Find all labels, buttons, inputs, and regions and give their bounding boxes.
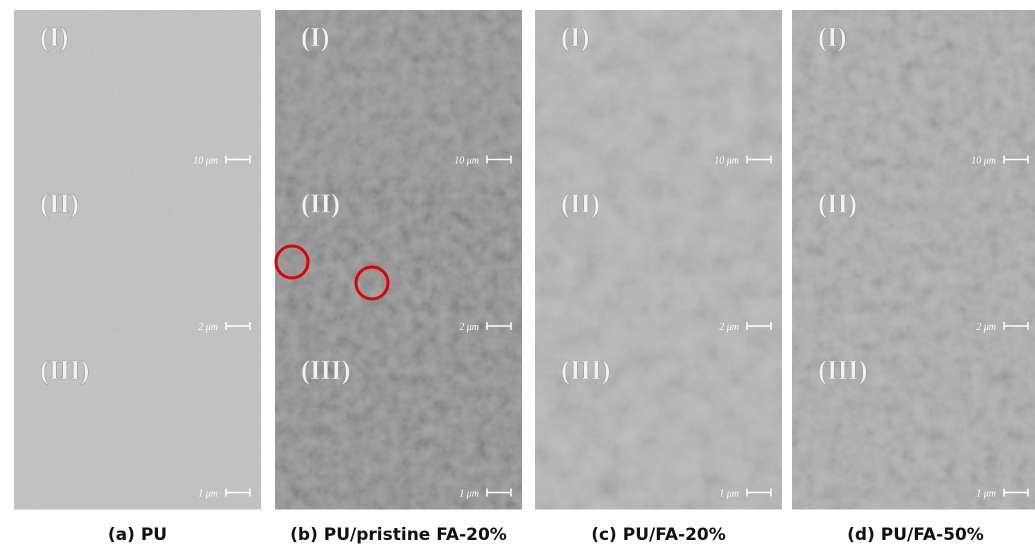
scale-text: 2 μm <box>719 322 739 333</box>
panel-label: (II) <box>301 189 340 219</box>
panel-label: (III) <box>818 355 868 385</box>
scale-text: 10 μm <box>193 156 218 167</box>
panel-label: (I) <box>818 22 847 52</box>
panel-label: (I) <box>301 22 330 52</box>
scale-text: 1 μm <box>719 489 739 500</box>
panel-label: (II) <box>561 189 600 219</box>
panel-label: (I) <box>40 22 69 52</box>
caption: (c) PU/FA-20% <box>591 525 726 545</box>
scale-text: 1 μm <box>198 489 218 500</box>
scale-text: 1 μm <box>459 489 479 500</box>
panels: (I) 10 μm (II) 2 μm (III) 1 μm (a) PU (I) 10 μm (… <box>14 10 1035 545</box>
scale-text: 10 μm <box>714 156 739 167</box>
caption: (d) PU/FA-50% <box>847 525 984 545</box>
scale-text: 2 μm <box>459 322 479 333</box>
scale-text: 1 μm <box>976 489 996 500</box>
figure: (I) 10 μm (II) 2 μm (III) 1 μm (a) PU (I) 10 μm (… <box>0 0 1035 549</box>
panel-label: (III) <box>40 355 90 385</box>
panel-label: (II) <box>818 189 857 219</box>
scale-text: 10 μm <box>454 156 479 167</box>
scale-text: 10 μm <box>971 156 996 167</box>
scale-text: 2 μm <box>976 322 996 333</box>
caption: (b) PU/pristine FA-20% <box>290 525 507 545</box>
caption: (a) PU <box>108 525 167 545</box>
panel-label: (I) <box>561 22 590 52</box>
panel-label: (III) <box>561 355 611 385</box>
panel-label: (II) <box>40 189 79 219</box>
scale-text: 2 μm <box>198 322 218 333</box>
panel-label: (III) <box>301 355 351 385</box>
